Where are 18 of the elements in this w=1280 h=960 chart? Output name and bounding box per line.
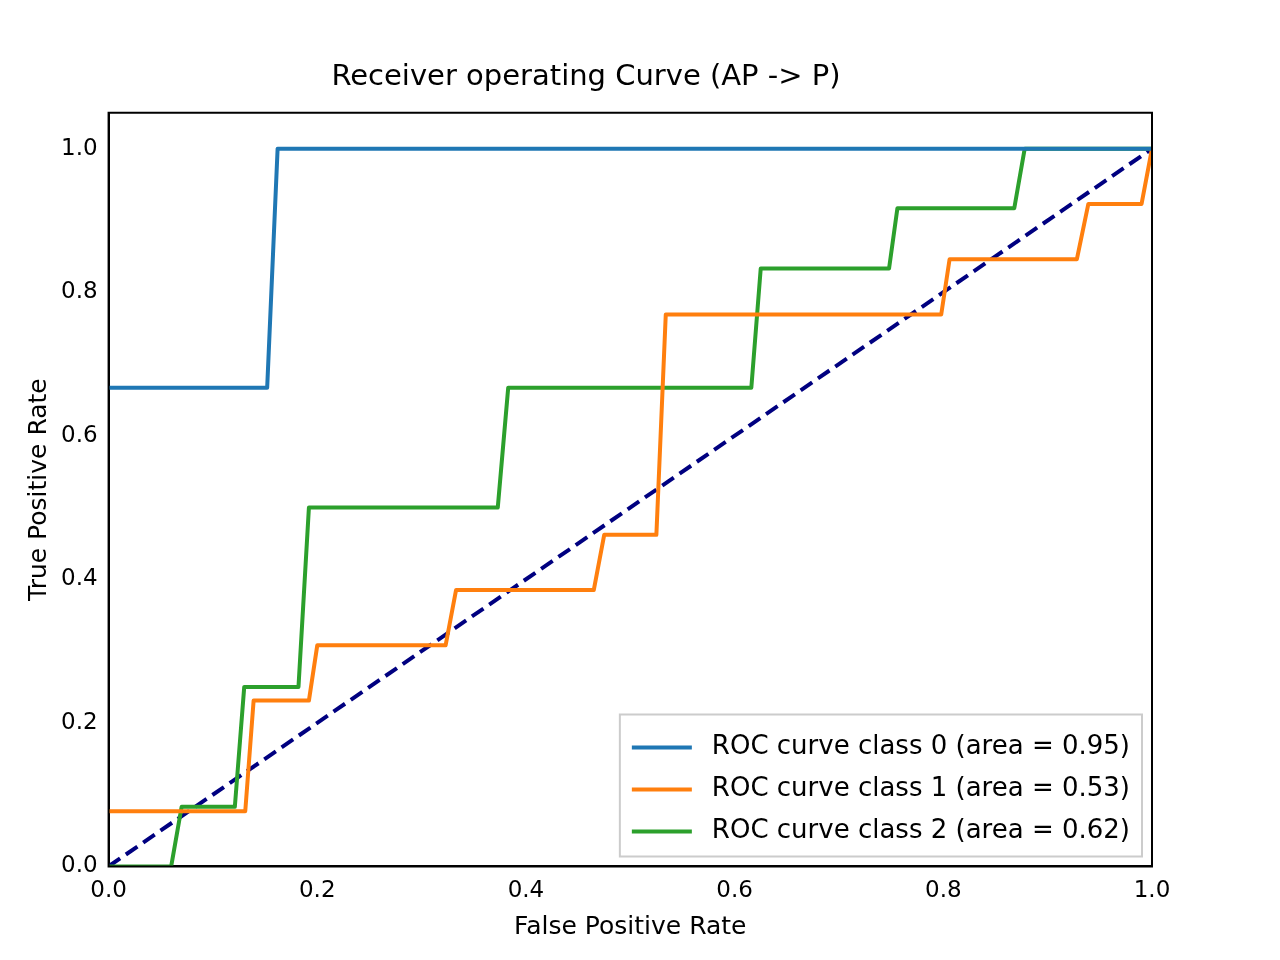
- x-tick-label: 0.8: [925, 876, 962, 903]
- chart-title: Receiver operating Curve (AP -> P): [331, 57, 841, 92]
- y-tick-label: 0.2: [61, 707, 98, 734]
- legend-label: ROC curve class 0 (area = 0.95): [711, 730, 1131, 761]
- x-tick-label: 0.0: [90, 876, 127, 903]
- y-tick-label: 0.0: [61, 851, 98, 878]
- x-tick-label: 0.4: [507, 876, 545, 903]
- y-tick-label: 1.0: [61, 133, 98, 160]
- x-tick-label: 0.2: [298, 876, 336, 903]
- x-tick-label: 0.6: [716, 876, 753, 903]
- legend-label: ROC curve class 1 (area = 0.53): [711, 772, 1131, 803]
- y-tick-label: 0.8: [61, 277, 98, 304]
- x-axis-title: False Positive Rate: [514, 910, 747, 940]
- legend-label: ROC curve class 2 (area = 0.62): [711, 814, 1131, 845]
- y-tick-label: 0.4: [61, 564, 98, 591]
- y-axis-title: True Positive Rate: [22, 378, 52, 602]
- y-tick-label: 0.6: [61, 420, 98, 447]
- x-tick-label: 1.0: [1133, 876, 1171, 903]
